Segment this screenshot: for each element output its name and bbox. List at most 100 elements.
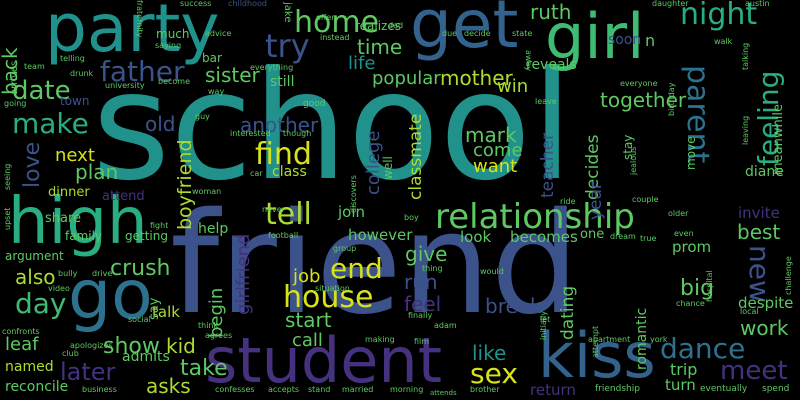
word: brother: [470, 385, 500, 394]
word: day: [15, 287, 67, 320]
word: interested: [230, 129, 271, 138]
word: let: [540, 315, 551, 324]
word: feel: [404, 292, 442, 316]
word: bar: [202, 51, 222, 65]
word: sex: [470, 357, 518, 390]
word: walk: [714, 37, 733, 46]
word: party: [45, 0, 220, 67]
word: diane: [745, 164, 784, 180]
word: break: [485, 294, 542, 318]
word: going: [4, 99, 27, 108]
word: childhood: [228, 0, 267, 8]
word: date: [12, 76, 71, 106]
word: admits: [122, 349, 170, 365]
word: realizes: [355, 19, 402, 33]
word: school: [92, 40, 573, 214]
word: take: [180, 356, 228, 381]
word: crush: [110, 256, 171, 281]
word: never: [262, 205, 285, 214]
word: argument: [5, 249, 64, 263]
word: instead: [320, 33, 350, 42]
word: jake: [282, 2, 293, 23]
word: get: [410, 0, 519, 63]
word: agrees: [205, 331, 233, 340]
word: call: [292, 330, 323, 351]
word: married: [342, 385, 374, 394]
word: want: [473, 156, 518, 177]
word: work: [740, 316, 789, 340]
word: dream: [610, 232, 636, 241]
word: would: [480, 267, 504, 276]
word: true: [640, 234, 657, 243]
word: sister: [205, 63, 260, 87]
word: ruth: [530, 0, 572, 24]
word: girl: [545, 0, 645, 73]
word: film: [414, 337, 430, 346]
word: student: [205, 324, 443, 397]
word: away: [524, 50, 533, 72]
word: still: [270, 74, 295, 90]
word: soon: [608, 32, 642, 48]
word: also: [15, 265, 56, 289]
word: join: [338, 203, 366, 221]
word: challenge: [784, 256, 793, 295]
word: asks: [146, 374, 191, 398]
word: fight: [150, 221, 169, 230]
word: reconcile: [5, 379, 69, 395]
word: well: [381, 156, 395, 180]
word: leave: [535, 97, 557, 106]
word: meanwhile: [771, 104, 786, 175]
word: business: [82, 385, 117, 394]
word: high: [8, 185, 148, 259]
word: best: [737, 220, 781, 244]
word: way: [208, 87, 225, 96]
word: guy: [195, 112, 210, 121]
word: give: [405, 242, 448, 266]
word: everyone: [620, 79, 658, 88]
word: return: [530, 381, 576, 399]
word: despite: [738, 294, 794, 312]
word: even: [674, 229, 694, 238]
word: like: [472, 341, 507, 365]
word: spend: [762, 384, 790, 394]
word: job: [293, 266, 321, 287]
word: talk: [152, 303, 180, 321]
word: older: [668, 209, 689, 218]
word: team: [24, 62, 45, 71]
word: success: [180, 0, 212, 8]
word: become: [158, 77, 191, 86]
word: tell: [265, 197, 312, 232]
word: friendship: [595, 384, 640, 394]
word: football: [268, 231, 299, 240]
word: club: [62, 349, 79, 358]
word: classmate: [406, 113, 426, 200]
word: state: [512, 29, 533, 38]
word: turn: [665, 376, 696, 394]
word: dinner: [48, 185, 90, 200]
word: daughter: [652, 0, 689, 8]
word: birthday: [667, 82, 676, 116]
word: kid: [166, 334, 196, 358]
word: apologizes: [70, 341, 113, 350]
word: prom: [672, 238, 712, 256]
word: teacher: [538, 132, 558, 198]
word: boy: [404, 213, 419, 222]
word: n: [645, 31, 656, 50]
word: jealous: [629, 146, 638, 175]
word: due: [442, 29, 458, 38]
word: everything: [250, 63, 294, 72]
word: though: [283, 129, 312, 138]
word: finally: [408, 311, 433, 320]
word: becomes: [510, 228, 578, 246]
word: year: [586, 182, 606, 220]
word: another: [240, 113, 319, 137]
word: woman: [192, 187, 222, 196]
word: show: [103, 334, 160, 359]
word: however: [348, 226, 413, 244]
word: attends: [430, 389, 457, 397]
word: advice: [205, 29, 232, 38]
word: dance: [660, 332, 746, 365]
word: family: [65, 229, 103, 243]
word: discovers: [349, 175, 358, 213]
